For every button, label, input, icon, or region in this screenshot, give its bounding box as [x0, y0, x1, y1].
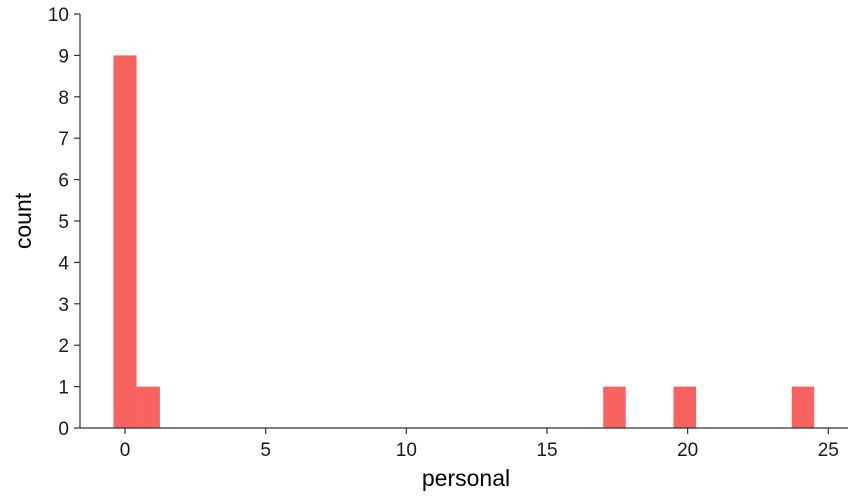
histogram-bar-4	[791, 386, 815, 428]
x-tick-label: 15	[536, 440, 557, 461]
x-axis-title: personal	[422, 465, 510, 491]
histogram-bar-1	[136, 386, 160, 428]
y-tick-label: 4	[58, 253, 69, 274]
axes-group: 0 1 2 3 4 5 6 7 8 9 10 0 5 10 15 20 25	[48, 5, 848, 461]
y-tick-label: 6	[58, 171, 69, 192]
x-tick-label: 10	[396, 440, 417, 461]
y-tick-label: 5	[58, 212, 69, 233]
x-tick-label: 20	[677, 440, 698, 461]
y-tick-label: 8	[58, 88, 69, 109]
y-tick-label: 9	[58, 46, 69, 67]
y-axis-title: count	[10, 192, 36, 249]
x-tick-label: 25	[818, 440, 839, 461]
y-tick-label: 3	[58, 295, 69, 316]
y-tick-label: 2	[58, 336, 69, 357]
x-tick-label: 0	[120, 440, 131, 461]
histogram-bar-0	[113, 55, 137, 429]
x-tick-label: 5	[260, 440, 271, 461]
y-tick-label: 1	[58, 378, 69, 399]
y-tick-label: 10	[48, 5, 69, 26]
histogram-bar-2	[603, 386, 626, 428]
y-tick-label: 7	[58, 129, 69, 150]
histogram-bar-3	[673, 386, 697, 428]
y-tick-label: 0	[58, 419, 69, 440]
bars-group	[113, 55, 815, 429]
